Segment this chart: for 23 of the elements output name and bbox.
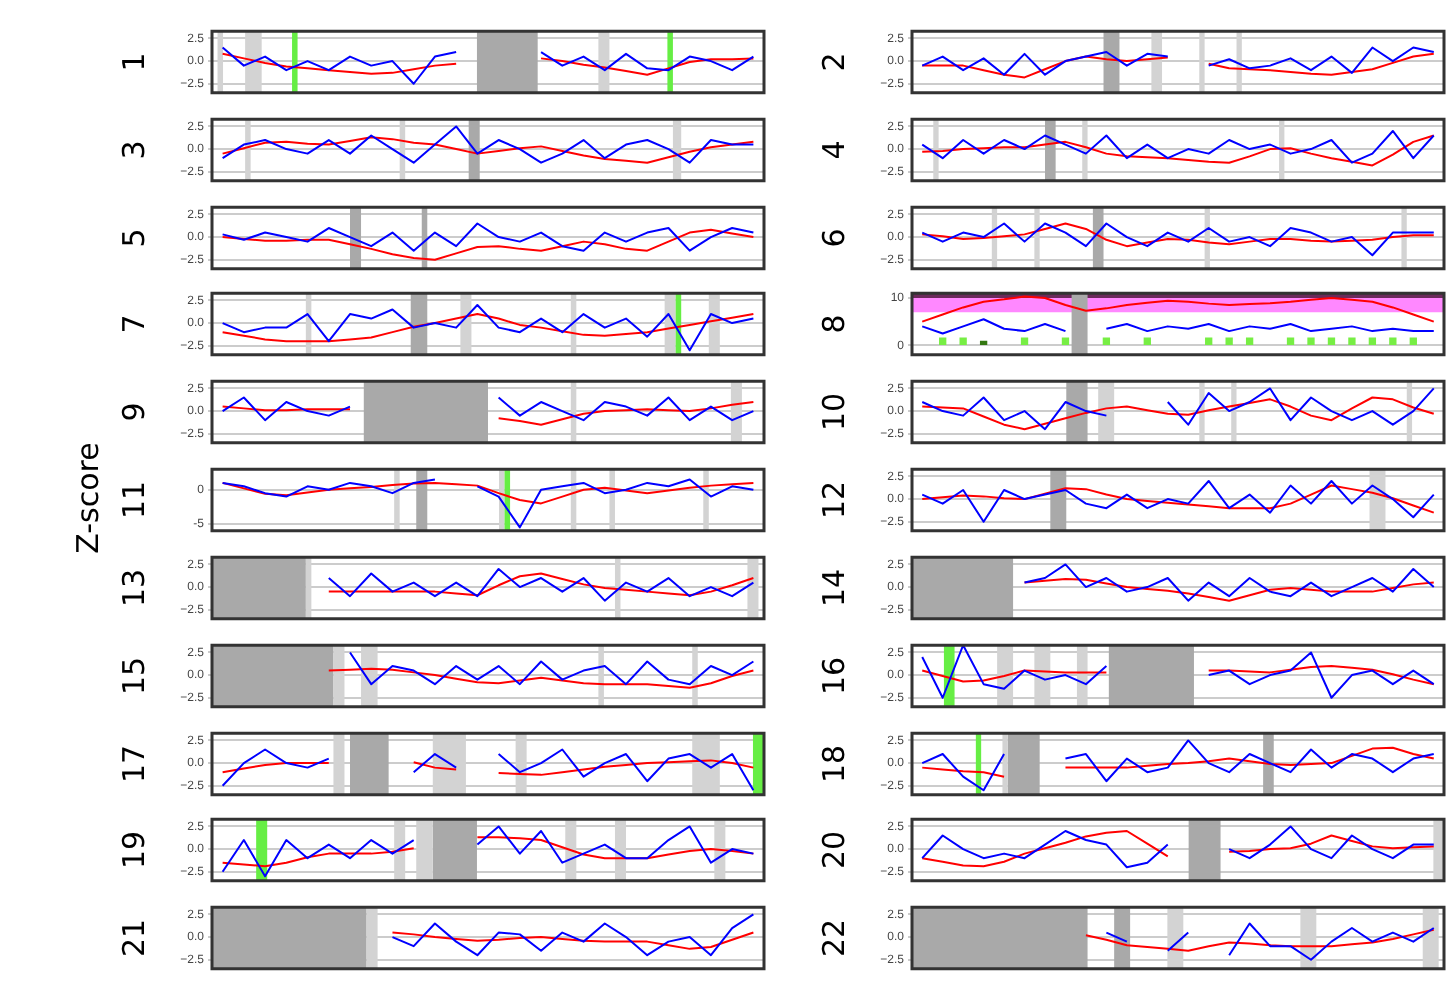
y-axis-title: 5 (116, 226, 152, 252)
y-axis-title: 16 (816, 654, 852, 700)
y-axis-title: 1 (116, 50, 152, 76)
y-axis-title: 14 (816, 566, 852, 612)
y-axis-title: 4 (816, 138, 852, 164)
y-axis-title: 17 (116, 742, 152, 788)
y-axis-title: 20 (816, 828, 852, 874)
y-axis-title: 11 (116, 478, 152, 524)
y-axis-title: 13 (116, 566, 152, 612)
y-axis-title: 2 (816, 50, 852, 76)
y-axis-title: 15 (116, 654, 152, 700)
y-axis-title: 18 (816, 742, 852, 788)
y-axis-title: 8 (816, 312, 852, 338)
y-axis-title: 6 (816, 226, 852, 252)
y-axis-title: 3 (116, 138, 152, 164)
text: Z-score (69, 442, 106, 554)
y-axis-title: 21 (116, 916, 152, 962)
y-axis-title: 10 (816, 390, 852, 436)
y-axis-title: 19 (116, 828, 152, 874)
y-axis-title: 12 (816, 478, 852, 524)
y-axis-title: 9 (116, 400, 152, 426)
y-axis-title: 22 (816, 916, 852, 962)
y-axis-title: 7 (116, 312, 152, 338)
